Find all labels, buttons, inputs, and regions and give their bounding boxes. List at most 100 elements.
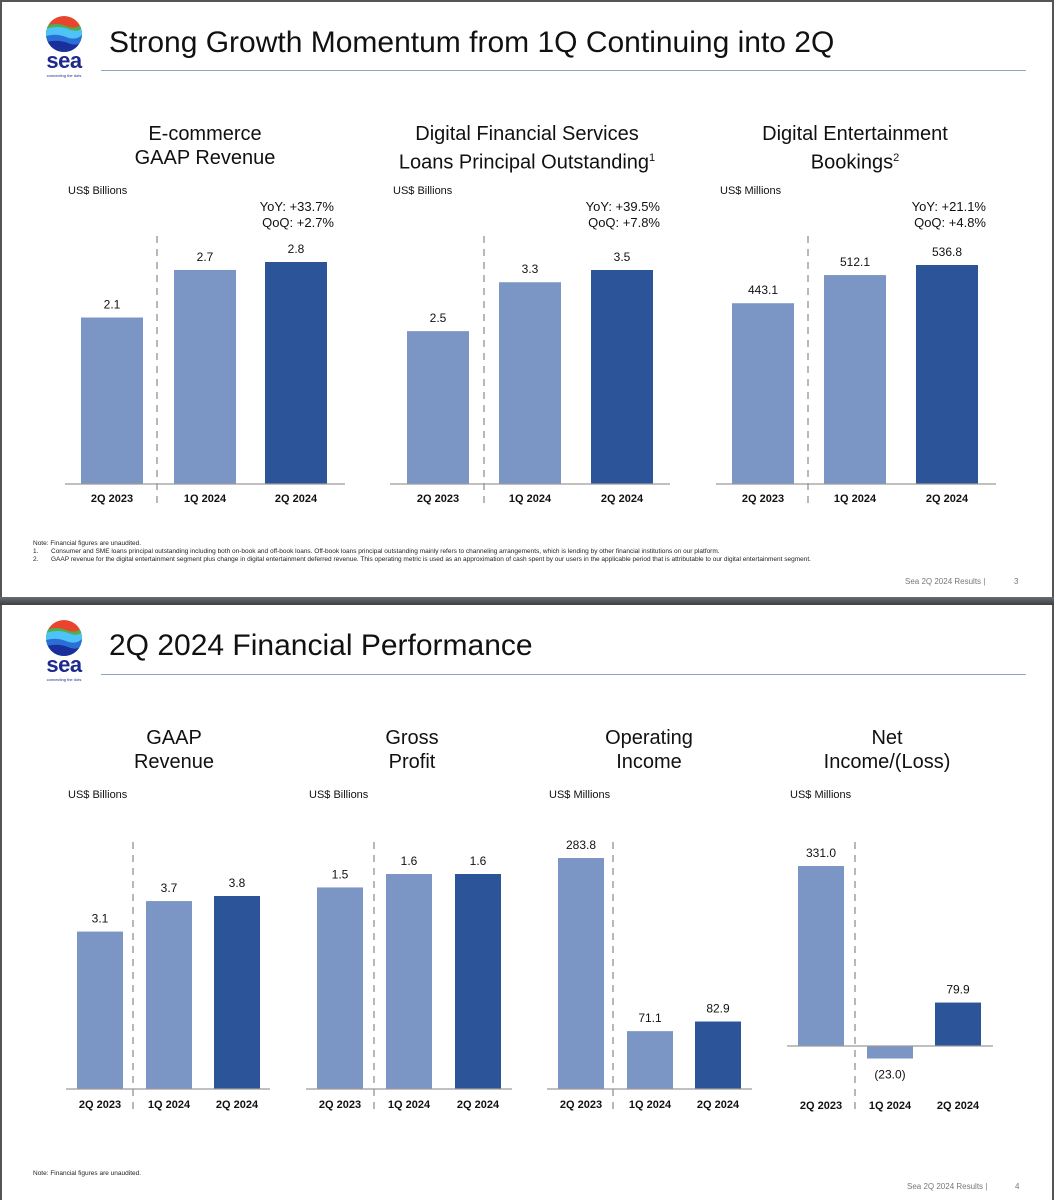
note-header: Note: Financial figures are unaudited. <box>33 1170 142 1177</box>
footnote-2: 2. GAAP revenue for the digital entertain… <box>33 556 863 564</box>
unit-label: US$ Millions <box>790 789 852 801</box>
title-rule <box>101 70 1026 71</box>
data-label: 3.5 <box>614 250 631 264</box>
chart-title-line: Income/(Loss) <box>823 751 951 773</box>
category-label: 2Q 2024 <box>601 493 644 505</box>
title-rule <box>101 674 1026 675</box>
category-label: 1Q 2024 <box>834 493 877 505</box>
chart-title-line: Loans Principal Outstanding <box>398 151 650 174</box>
chart-title-dfs: Digital Financial Services Loans Princip… <box>372 122 682 175</box>
growth-annotation: YoY: +21.1% QoQ: +4.8% <box>864 199 986 231</box>
data-label: 443.1 <box>748 283 778 297</box>
bar-1q-2024 <box>824 275 886 484</box>
chart-title-ecommerce: E-commerce GAAP Revenue <box>92 122 318 170</box>
data-label: 1.5 <box>332 867 349 881</box>
data-label: 3.3 <box>522 262 539 276</box>
unit-label: US$ Millions <box>549 789 611 801</box>
category-label: 2Q 2023 <box>79 1099 121 1111</box>
data-label: 536.8 <box>932 245 962 259</box>
category-label: 2Q 2023 <box>800 1100 842 1112</box>
page-title: 2Q 2024 Financial Performance <box>109 629 533 662</box>
bar-2q-2024 <box>265 262 327 484</box>
footnote-ref: 1 <box>649 152 656 164</box>
data-label: 71.1 <box>638 1011 662 1025</box>
bar-2q-2024 <box>916 265 978 484</box>
yoy-growth: YoY: +21.1% <box>911 199 986 214</box>
chart-title-line: E-commerce <box>148 123 262 145</box>
bar-2q-2024 <box>695 1021 741 1089</box>
category-label: 2Q 2024 <box>697 1099 740 1111</box>
bar-2q-2023 <box>77 931 123 1089</box>
data-label: 1.6 <box>401 854 418 868</box>
bar-1q-2024 <box>146 901 192 1089</box>
data-label: 82.9 <box>706 1002 730 1016</box>
chart-title-line: Bookings <box>810 151 894 174</box>
footnote-text: GAAP revenue for the digital entertainme… <box>51 556 811 563</box>
footnote-number: 2. <box>33 556 39 563</box>
bar-2q-2023 <box>798 866 844 1046</box>
category-label: 1Q 2024 <box>869 1100 912 1112</box>
chart-title-net-income: Net Income/(Loss) <box>797 726 977 774</box>
chart-title-line: Digital Entertainment <box>762 123 948 145</box>
chart-title-line: GAAP <box>146 727 202 749</box>
logo-tagline: connecting the dots <box>46 73 82 78</box>
data-label: 3.1 <box>92 912 109 926</box>
chart-title-line: Profit <box>388 751 436 773</box>
data-label: 2.5 <box>430 311 447 325</box>
unit-label: US$ Billions <box>68 185 128 197</box>
bar-2q-2023 <box>407 331 469 484</box>
chart-title-gaap-revenue: GAAP Revenue <box>94 726 254 774</box>
data-label: 1.6 <box>470 854 487 868</box>
chart-title-line: Digital Financial Services <box>415 123 639 145</box>
data-label: 2.7 <box>197 250 214 264</box>
footnote-ref: 2 <box>893 152 900 164</box>
data-label: 2.8 <box>288 242 305 256</box>
bar-2q-2023 <box>81 317 143 484</box>
chart-title-line: Net <box>871 727 903 749</box>
chart-title-line: Gross <box>385 727 439 749</box>
data-label: 283.8 <box>566 838 596 852</box>
note-header: Note: Financial figures are unaudited. <box>33 540 142 547</box>
page-title: Strong Growth Momentum from 1Q Continuin… <box>109 26 835 59</box>
category-label: 1Q 2024 <box>184 493 227 505</box>
yoy-growth: YoY: +39.5% <box>585 199 660 214</box>
data-label: (23.0) <box>874 1068 905 1082</box>
bar-2q-2023 <box>317 887 363 1089</box>
qoq-growth: QoQ: +4.8% <box>914 215 986 230</box>
data-label: 79.9 <box>946 983 970 997</box>
data-label: 331.0 <box>806 846 836 860</box>
logo-wordmark: sea <box>46 652 82 677</box>
page-number: 3 <box>1014 577 1019 586</box>
globe-icon <box>46 620 82 656</box>
bar-2q-2024 <box>214 896 260 1089</box>
bar-1q-2024 <box>386 874 432 1089</box>
bar-1q-2024 <box>867 1046 913 1059</box>
bar-2q-2024 <box>455 874 501 1089</box>
category-label: 2Q 2023 <box>91 493 133 505</box>
category-label: 2Q 2024 <box>275 493 318 505</box>
category-label: 2Q 2023 <box>417 493 459 505</box>
unit-label: US$ Billions <box>309 789 369 801</box>
chart-title-operating-income: Operating Income <box>569 726 729 774</box>
growth-annotation: YoY: +33.7% QoQ: +2.7% <box>212 199 334 231</box>
category-label: 2Q 2024 <box>926 493 969 505</box>
category-label: 1Q 2024 <box>148 1099 191 1111</box>
category-label: 2Q 2023 <box>560 1099 602 1111</box>
footnote-text: Consumer and SME loans principal outstan… <box>51 548 720 555</box>
bar-1q-2024 <box>627 1031 673 1089</box>
page-number: 4 <box>1015 1182 1020 1191</box>
unit-label: US$ Billions <box>68 789 128 801</box>
category-label: 2Q 2023 <box>742 493 784 505</box>
sea-logo: sea connecting the dots <box>38 16 92 78</box>
category-label: 1Q 2024 <box>388 1099 431 1111</box>
data-label: 512.1 <box>840 255 870 269</box>
category-label: 2Q 2024 <box>937 1100 980 1112</box>
footnote-1: 1. Consumer and SME loans principal outst… <box>33 548 863 556</box>
qoq-growth: QoQ: +7.8% <box>588 215 660 230</box>
chart-title-line: Operating <box>605 727 693 749</box>
qoq-growth: QoQ: +2.7% <box>262 215 334 230</box>
footer-label: Sea 2Q 2024 Results | <box>907 1182 988 1191</box>
bar-1q-2024 <box>499 282 561 484</box>
bar-2q-2023 <box>558 858 604 1089</box>
